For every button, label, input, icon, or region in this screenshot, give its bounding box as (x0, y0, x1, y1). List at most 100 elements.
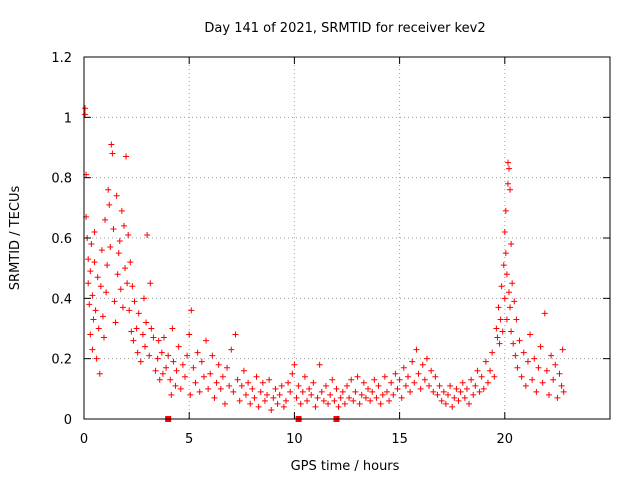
chart-title: Day 141 of 2021, SRMTID for receiver kev… (204, 21, 485, 36)
data-point (369, 388, 376, 395)
data-point (295, 382, 302, 389)
data-point (88, 241, 95, 248)
data-point (126, 307, 133, 314)
data-point (160, 334, 167, 341)
data-point (177, 385, 184, 392)
data-point (198, 358, 205, 365)
data-point (200, 373, 207, 380)
data-point (293, 394, 300, 401)
data-point (417, 385, 424, 392)
data-point (318, 388, 325, 395)
data-point (146, 352, 153, 359)
data-point (122, 265, 129, 272)
data-point (91, 228, 98, 235)
data-point (451, 394, 458, 401)
data-point (455, 397, 462, 404)
data-point (186, 331, 193, 338)
data-point (163, 364, 170, 371)
data-point (413, 346, 420, 353)
data-point (504, 180, 511, 187)
data-point (331, 397, 338, 404)
data-point (398, 394, 405, 401)
data-point (144, 231, 151, 238)
data-point (377, 400, 384, 407)
data-point (396, 376, 403, 383)
data-point (468, 376, 475, 383)
data-point (91, 259, 98, 266)
data-point (375, 382, 382, 389)
data-point (362, 394, 369, 401)
data-point (82, 105, 89, 112)
data-point (85, 256, 92, 263)
data-point (251, 394, 258, 401)
data-point (453, 385, 460, 392)
data-point (421, 376, 428, 383)
data-point (249, 385, 256, 392)
data-point (509, 280, 516, 287)
data-point (228, 346, 235, 353)
data-point (137, 358, 144, 365)
data-point (461, 394, 468, 401)
data-point (245, 379, 252, 386)
data-point (476, 388, 483, 395)
data-point (299, 388, 306, 395)
data-point (274, 400, 281, 407)
data-point (278, 382, 285, 389)
data-point (502, 207, 509, 214)
data-point (119, 304, 126, 311)
data-point (390, 391, 397, 398)
data-point (97, 283, 104, 290)
data-point (494, 334, 501, 341)
data-point (99, 313, 106, 320)
data-point (240, 367, 247, 374)
data-point (407, 388, 414, 395)
x-tick-label: 5 (185, 432, 193, 447)
data-point (87, 331, 94, 338)
data-point (291, 361, 298, 368)
data-point (190, 364, 197, 371)
data-point (537, 343, 544, 350)
data-point (350, 397, 357, 404)
data-point (438, 397, 445, 404)
data-point (187, 391, 194, 398)
data-point (107, 244, 114, 251)
x-tick-labels: 0 5 10 15 20 (80, 432, 513, 447)
data-point (165, 352, 172, 359)
data-point (175, 343, 182, 350)
data-point (457, 388, 464, 395)
data-point (463, 385, 470, 392)
data-point (480, 385, 487, 392)
data-point (386, 397, 393, 404)
data-point (339, 388, 346, 395)
data-point (459, 379, 466, 386)
data-point (306, 385, 313, 392)
data-point (152, 367, 159, 374)
data-point (168, 391, 175, 398)
data-point (371, 376, 378, 383)
data-point (506, 289, 513, 296)
data-point (444, 391, 451, 398)
data-point (172, 382, 179, 389)
data-point (508, 328, 515, 335)
data-point (188, 307, 195, 314)
data-point (432, 373, 439, 380)
data-point (466, 400, 473, 407)
data-point (95, 325, 102, 332)
data-point (501, 295, 508, 302)
data-point (430, 388, 437, 395)
x-tick-label: 10 (286, 432, 303, 447)
data-point (243, 391, 250, 398)
data-point (365, 385, 372, 392)
data-point (506, 165, 513, 172)
data-point (209, 352, 216, 359)
data-point (215, 361, 222, 368)
data-point (510, 340, 517, 347)
data-point (103, 289, 110, 296)
data-point (110, 225, 117, 232)
data-point (539, 379, 546, 386)
data-point (266, 376, 273, 383)
data-point (92, 307, 99, 314)
data-point (356, 400, 363, 407)
data-point (329, 376, 336, 383)
